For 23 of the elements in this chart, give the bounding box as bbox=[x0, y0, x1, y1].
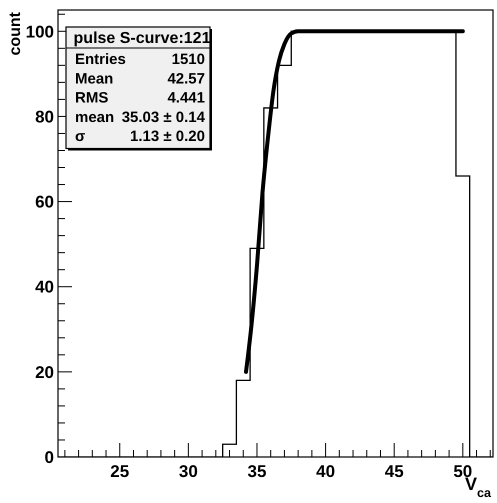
y-tick-label: 0 bbox=[44, 448, 54, 467]
y-tick-label: 60 bbox=[35, 192, 54, 212]
x-tick-label: 45 bbox=[384, 462, 404, 481]
annotation: RMS bbox=[75, 90, 108, 107]
annotation: 42.57 bbox=[167, 70, 205, 88]
y-axis-title: count bbox=[7, 11, 24, 56]
x-tick-label: 35 bbox=[248, 462, 266, 481]
x-tick-label: 30 bbox=[178, 462, 198, 481]
annotation: σ bbox=[75, 128, 86, 146]
y-tick-label: 40 bbox=[35, 278, 54, 297]
y-tick-label: 80 bbox=[35, 107, 54, 126]
annotation: Entries bbox=[75, 51, 126, 68]
y-tick-label: 20 bbox=[35, 362, 54, 382]
annotation: mean bbox=[75, 108, 114, 126]
annotation: 4.441 bbox=[167, 90, 205, 107]
annotation: 35.03 ± 0.14 bbox=[122, 108, 206, 126]
y-tick-label: 100 bbox=[26, 22, 54, 42]
x-tick-label: 40 bbox=[316, 462, 336, 481]
text: pulse S-curve:121 bbox=[74, 30, 211, 47]
annotation: 1510 bbox=[172, 51, 205, 68]
annotation: Mean bbox=[75, 70, 114, 88]
annotation: 1.13 ± 0.20 bbox=[130, 128, 205, 146]
x-tick-label: 25 bbox=[110, 462, 130, 481]
